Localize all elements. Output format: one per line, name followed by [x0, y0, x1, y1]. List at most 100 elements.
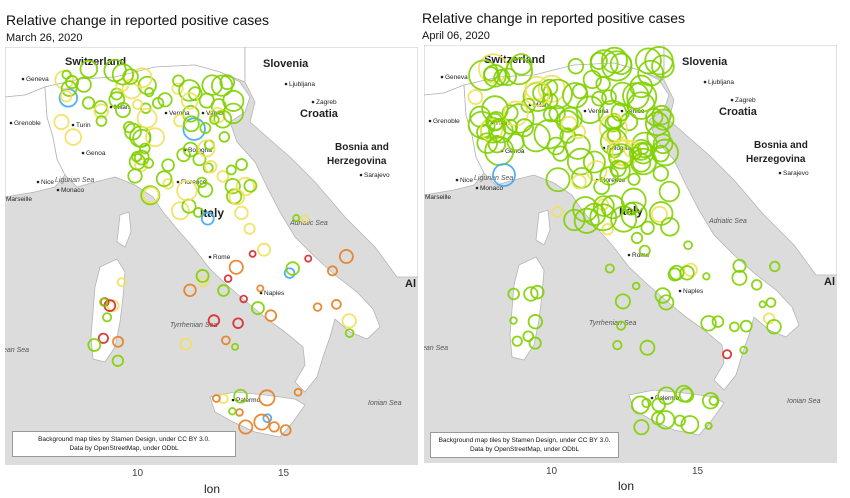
country-label: Croatia	[719, 106, 758, 118]
case-circle	[235, 158, 248, 171]
case-circle	[509, 316, 518, 325]
case-circle	[704, 421, 713, 430]
sea-label: Ionian Sea	[368, 400, 402, 407]
case-circle	[524, 81, 550, 107]
city-dot	[359, 173, 363, 177]
city-label: Verona	[169, 110, 190, 117]
panel-title: Relative change in reported positive cas…	[6, 12, 270, 28]
case-circle	[182, 141, 199, 158]
case-circle	[627, 172, 641, 186]
case-circle	[103, 58, 127, 83]
case-circle	[732, 258, 747, 273]
country-label: Herzegovina	[746, 154, 806, 165]
case-circle	[601, 50, 633, 82]
case-circle	[683, 262, 698, 278]
case-circle	[300, 214, 310, 224]
city-label: Grenoble	[14, 120, 41, 127]
city-label: Venice	[625, 108, 645, 115]
case-circle	[197, 182, 214, 198]
corsica-land	[116, 211, 132, 248]
city-label: Ljubljana	[708, 79, 734, 86]
case-circle	[87, 338, 102, 352]
city-dot	[36, 180, 40, 184]
case-circle	[711, 315, 725, 328]
case-circle	[629, 147, 658, 176]
city-label: Rome	[213, 254, 231, 261]
case-circle	[106, 299, 120, 312]
case-circle	[243, 178, 258, 193]
city-label: Sarajevo	[364, 172, 390, 179]
city-dot	[231, 398, 235, 402]
case-circle	[638, 244, 651, 257]
case-circle	[640, 220, 655, 235]
city-dot	[428, 119, 432, 123]
case-circle	[179, 337, 193, 351]
case-circle	[95, 115, 108, 127]
city-label: Monaco	[480, 185, 504, 192]
sea-label: Ionian Sea	[787, 398, 821, 405]
case-circle	[60, 80, 78, 97]
city-dot	[81, 151, 85, 155]
sea-label: ean Sea	[424, 345, 448, 352]
city-label: Bologna	[607, 145, 631, 152]
x-axis-label: lon	[204, 482, 221, 496]
city-label: Grenoble	[433, 118, 460, 125]
case-circle	[258, 389, 276, 407]
case-circle	[162, 178, 174, 190]
panel-date: March 26, 2020	[6, 32, 83, 44]
city-label: Palermo	[236, 397, 261, 404]
case-circle	[646, 124, 671, 149]
attribution-box: Background map tiles by Stamen Design, u…	[12, 431, 236, 457]
city-dot	[284, 82, 288, 86]
case-circle	[102, 312, 113, 323]
case-circle	[673, 414, 686, 427]
case-circle	[542, 106, 559, 123]
case-circle	[250, 301, 265, 316]
case-circle	[651, 397, 666, 413]
case-circle	[203, 159, 218, 174]
country-label: Croatia	[300, 108, 339, 120]
case-circle	[211, 394, 221, 403]
case-circle	[758, 300, 767, 309]
sicily-land	[209, 391, 306, 438]
country-label: Slovenia	[263, 58, 309, 70]
case-circle	[195, 269, 210, 283]
city-label: Geneva	[445, 74, 468, 81]
case-circle	[631, 281, 641, 291]
case-circle	[199, 122, 212, 134]
case-circle	[630, 231, 644, 245]
case-circle	[182, 105, 200, 123]
case-circle	[483, 64, 507, 88]
case-circle	[293, 387, 303, 397]
case-circle	[304, 254, 313, 263]
city-label: Florence	[600, 177, 626, 184]
case-circle	[620, 201, 648, 229]
case-circle	[658, 294, 675, 311]
case-circle	[155, 170, 173, 188]
case-circle	[545, 167, 571, 193]
case-circle	[133, 149, 150, 166]
case-circle	[239, 294, 248, 304]
case-circle	[136, 107, 158, 129]
balkan-land	[244, 47, 418, 278]
case-circle	[238, 419, 254, 435]
case-circle	[620, 187, 647, 214]
case-circle	[645, 107, 664, 127]
case-circle	[561, 82, 589, 109]
case-circle	[112, 335, 125, 348]
case-circle	[633, 419, 650, 436]
case-circle	[492, 163, 516, 187]
case-circle	[285, 261, 300, 276]
case-circle	[235, 176, 256, 197]
city-label: Rome	[632, 252, 650, 259]
city-dot	[21, 77, 25, 81]
case-circle	[171, 82, 184, 95]
case-circle	[128, 153, 146, 171]
case-circle	[161, 158, 175, 173]
case-circle	[679, 265, 695, 281]
panel-date: April 06, 2020	[422, 30, 490, 42]
case-circle	[145, 127, 166, 148]
sea-label: Tyrrhenian Sea	[170, 322, 217, 329]
